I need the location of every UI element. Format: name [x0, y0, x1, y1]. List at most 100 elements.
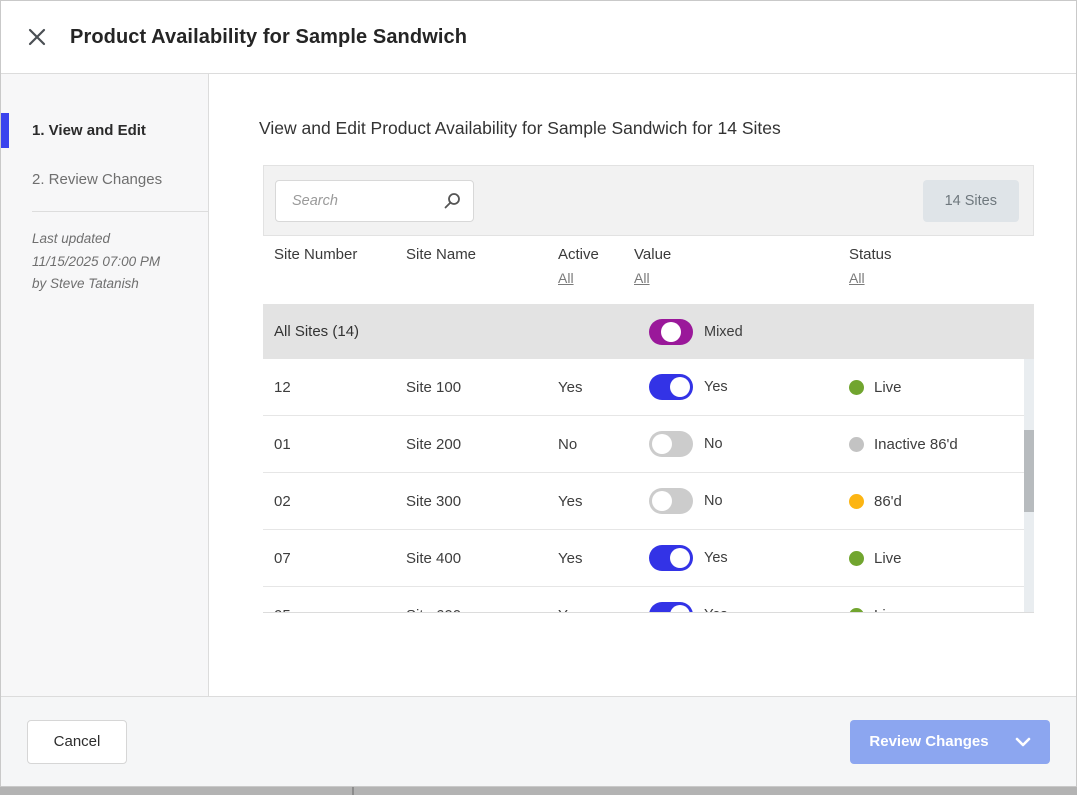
column-header-value: Value All: [634, 246, 672, 286]
last-updated-author: by Steve Tatanish: [32, 276, 139, 292]
all-sites-value-cell: Mixed: [634, 318, 849, 345]
status-dot-icon: [849, 436, 864, 452]
sites-count-button[interactable]: 14 Sites: [922, 179, 1019, 222]
value-toggle[interactable]: [649, 431, 693, 457]
search-input[interactable]: [290, 191, 443, 210]
status-cell: Live: [849, 379, 1034, 396]
table-header-row: Site Number Site Name Active All Value A…: [263, 236, 1034, 304]
step-label: 2. Review Changes: [32, 171, 163, 188]
site-name-cell: Site 100: [406, 378, 462, 396]
site-number-cell: 01: [274, 435, 291, 453]
site-name-cell: Site 200: [406, 435, 462, 453]
main-content: View and Edit Product Availability for S…: [209, 74, 1076, 696]
status-cell: Inactive 86'd: [849, 436, 1034, 453]
site-number-cell: 05: [274, 607, 406, 613]
all-sites-toggle-label: Mixed: [704, 323, 743, 340]
status-dot-icon: [849, 379, 864, 395]
last-updated-line: Last updated: [32, 231, 111, 246]
all-sites-toggle[interactable]: [649, 318, 693, 345]
value-toggle-label: Yes: [704, 607, 728, 612]
column-header-status: Status All: [849, 246, 892, 286]
value-filter-link[interactable]: All: [634, 270, 650, 286]
value-cell: Yes: [634, 374, 849, 400]
sidebar-divider: [32, 211, 208, 212]
status-dot-icon: [849, 493, 864, 509]
table-row: 02 Site 300 Yes No 86'd: [263, 473, 1034, 530]
background-page-divider: [352, 787, 354, 795]
value-toggle[interactable]: [649, 488, 693, 514]
status-cell: 86'd: [849, 493, 1034, 510]
steps-sidebar: 1. View and Edit 2. Review Changes Last …: [1, 74, 209, 696]
table-rows-viewport: 12 Site 100 Yes Yes Live 01 Site 200 No …: [263, 359, 1034, 613]
status-label: Inactive 86'd: [874, 435, 958, 453]
table-row: 12 Site 100 Yes Yes Live: [263, 359, 1034, 416]
sidebar-step-review-changes[interactable]: 2. Review Changes: [1, 162, 208, 197]
status-label: 86'd: [874, 492, 902, 510]
value-cell: No: [634, 431, 849, 457]
table-row: 01 Site 200 No No Inactive 86'd: [263, 416, 1034, 473]
close-icon[interactable]: [27, 27, 47, 47]
cancel-button[interactable]: Cancel: [27, 719, 127, 764]
column-header-site-name: Site Name: [406, 246, 477, 263]
value-toggle[interactable]: [649, 602, 693, 612]
search-box[interactable]: [275, 179, 474, 222]
status-cell: Live: [849, 607, 1034, 613]
status-cell: Live: [849, 550, 1034, 567]
active-step-indicator: [1, 113, 9, 148]
all-sites-summary-row: All Sites (14) Mixed: [263, 304, 1034, 359]
table-row: 07 Site 400 Yes Yes Live: [263, 530, 1034, 587]
step-label: 1. View and Edit: [32, 122, 146, 139]
review-changes-label: Review Changes: [869, 733, 989, 750]
value-toggle-label: No: [704, 436, 723, 452]
status-dot-icon: [849, 607, 864, 612]
site-name-cell: Site 400: [406, 549, 462, 567]
table-row: 05 Site 600 Yes Yes Live: [263, 587, 1034, 613]
active-cell: Yes: [558, 378, 583, 396]
active-cell: Yes: [558, 607, 634, 613]
all-sites-label: All Sites (14): [274, 323, 360, 340]
section-heading: View and Edit Product Availability for S…: [259, 118, 781, 138]
status-label: Live: [874, 378, 902, 396]
modal-title: Product Availability for Sample Sandwich: [70, 25, 468, 48]
value-toggle[interactable]: [649, 374, 693, 400]
column-header-active: Active All: [558, 246, 599, 286]
site-number-cell: 07: [274, 549, 291, 567]
status-label: Live: [874, 607, 902, 613]
status-dot-icon: [849, 550, 864, 566]
active-cell: No: [558, 435, 578, 453]
last-updated-note: Last updated 11/15/2025 07:00 PM by Stev…: [32, 228, 208, 296]
active-cell: Yes: [558, 492, 583, 510]
sidebar-step-view-and-edit[interactable]: 1. View and Edit: [1, 113, 208, 148]
active-filter-link[interactable]: All: [558, 270, 574, 286]
value-cell: No: [634, 488, 849, 514]
scrollbar-track[interactable]: [1024, 359, 1034, 612]
active-cell: Yes: [558, 549, 583, 567]
site-number-cell: 02: [274, 492, 291, 510]
chevron-down-icon: [1015, 737, 1030, 746]
scrollbar-thumb[interactable]: [1024, 430, 1034, 512]
value-toggle-label: No: [704, 493, 723, 509]
background-page-edge: [0, 787, 1077, 795]
value-toggle-label: Yes: [704, 379, 728, 395]
table-rows: 12 Site 100 Yes Yes Live 01 Site 200 No …: [263, 359, 1034, 613]
value-toggle-label: Yes: [704, 550, 728, 566]
status-label: Live: [874, 549, 902, 567]
last-updated-timestamp: 11/15/2025 07:00 PM: [32, 253, 161, 269]
search-icon: [444, 192, 460, 208]
site-name-cell: Site 300: [406, 492, 462, 510]
modal-header: Product Availability for Sample Sandwich: [1, 1, 1076, 74]
value-cell: Yes: [634, 545, 849, 571]
modal-body: 1. View and Edit 2. Review Changes Last …: [1, 74, 1076, 696]
status-filter-link[interactable]: All: [849, 270, 865, 286]
column-header-site-number: Site Number: [274, 246, 358, 263]
value-cell: Yes: [634, 602, 849, 612]
sites-panel: 14 Sites Site Number Site Name Active Al…: [263, 165, 1034, 613]
modal-footer: Cancel Review Changes: [1, 696, 1076, 786]
review-changes-button[interactable]: Review Changes: [850, 719, 1050, 764]
value-toggle[interactable]: [649, 545, 693, 571]
site-number-cell: 12: [274, 378, 291, 396]
site-name-cell: Site 600: [406, 607, 558, 613]
table-toolbar: 14 Sites: [263, 165, 1034, 236]
